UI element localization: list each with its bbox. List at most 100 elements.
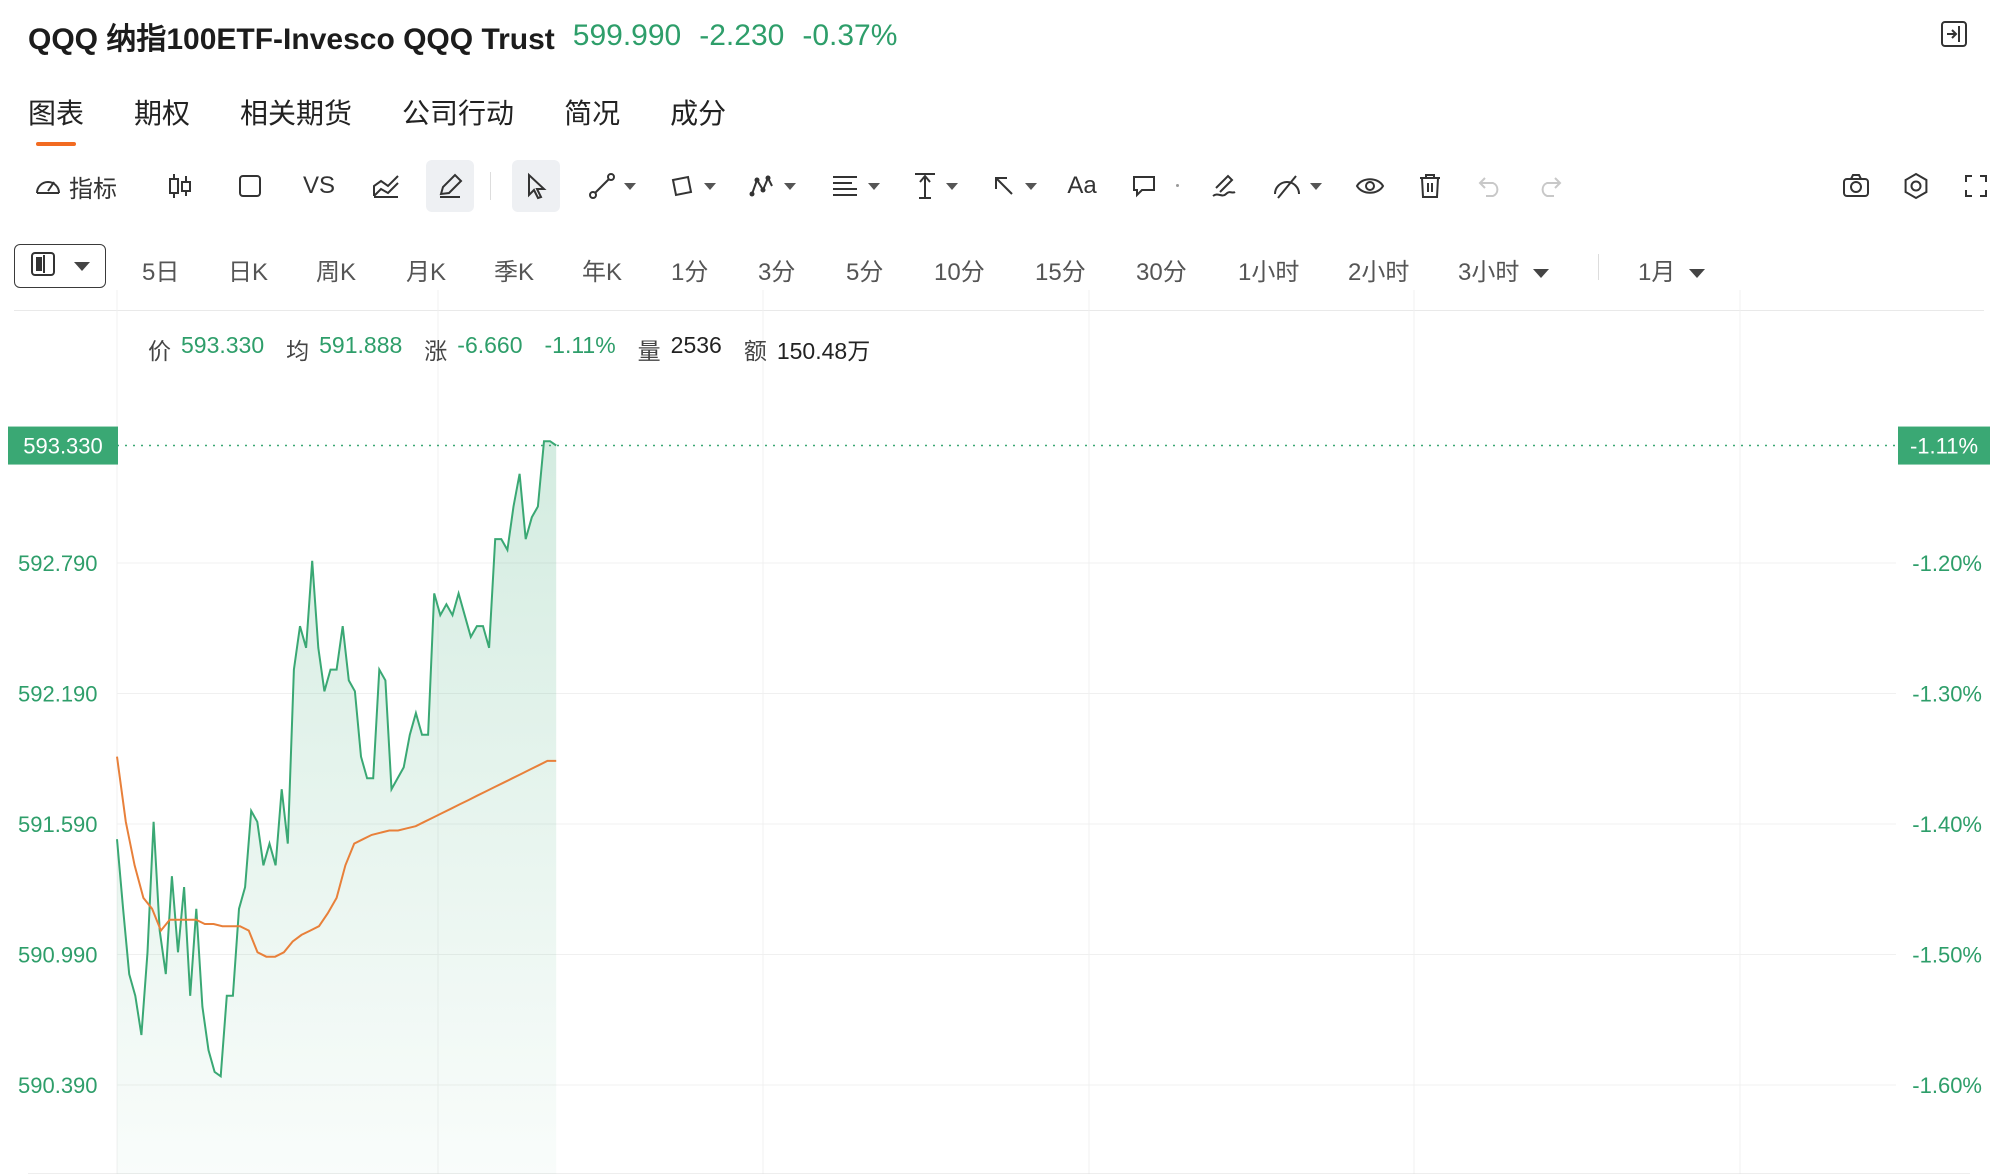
tab-constituents[interactable]: 成分 [670,98,727,129]
price-line [116,440,557,1079]
amount-value: 150.48万 [776,338,871,364]
period-monthly[interactable]: 月K [406,259,447,286]
shape-tool[interactable] [664,160,720,212]
y-tick-label-left: 590.390 [18,1073,98,1098]
period-1min[interactable]: 1分 [671,259,709,286]
chevron-down-icon[interactable] [784,182,796,190]
tab-profile[interactable]: 简况 [564,98,621,129]
fibonacci-icon [830,173,860,199]
period-quarterly[interactable]: 季K [494,259,535,286]
y-tick-label-left: 591.590 [18,812,98,837]
price-area [117,441,557,1174]
magnet-icon[interactable] [1202,160,1246,212]
chevron-down-icon [74,261,90,271]
split-panel-icon [30,251,56,282]
arrow-tool[interactable] [986,160,1042,212]
chart-top-divider [14,310,1984,311]
period-selector: 5日 日K 周K 月K 季K 年K 1分 3分 5分 10分 15分 30分 1… [14,242,1984,290]
y-tick-label-left: 590.990 [18,943,98,968]
cursor-icon[interactable] [512,160,560,212]
period-5min[interactable]: 5分 [846,259,884,286]
chevron-down-icon[interactable] [946,182,958,190]
y-tick-label-right: -1.20% [1912,551,1982,576]
y-tick-label-right: -1.40% [1912,812,1982,837]
period-3min[interactable]: 3分 [758,259,796,286]
avg-line [116,756,557,958]
pencil-draw-icon[interactable] [426,160,474,212]
chevron-down-icon [1533,269,1550,279]
shape-icon [668,172,696,200]
camera-icon[interactable] [1834,160,1878,212]
eye-icon[interactable] [1348,160,1392,212]
settings-gear-icon[interactable] [1894,160,1938,212]
period-30min[interactable]: 30分 [1136,259,1187,286]
fullscreen-icon[interactable] [1954,160,1996,212]
measure-tool[interactable] [906,160,964,212]
compare-button[interactable]: VS [302,172,335,199]
trash-icon[interactable] [1408,160,1452,212]
main-tabs: 图表 期权 相关期货 公司行动 简况 成分 [28,92,726,146]
indicator-button[interactable]: 指标 [28,160,122,212]
period-5d[interactable]: 5日 [142,259,180,286]
period-3h-label: 3小时 [1458,259,1520,286]
fibonacci-tool[interactable] [826,160,884,212]
header: QQQ 纳指100ETF-Invesco QQQ Trust 599.990 -… [28,16,897,56]
period-10min[interactable]: 10分 [934,259,985,286]
tab-options[interactable]: 期权 [134,98,191,129]
redo-icon[interactable] [1528,160,1572,212]
chevron-down-icon[interactable] [1025,182,1037,190]
current-price-badge [8,426,118,465]
rectangle-icon[interactable] [228,160,272,212]
range-dropdown[interactable]: 1月 [1638,252,1706,287]
avg-label: 均 [286,338,310,364]
trendline-tool[interactable] [584,160,640,212]
y-tick-label-right: -1.30% [1912,682,1982,707]
change-value: -6.660 [457,332,523,358]
chevron-down-icon[interactable] [1310,182,1322,190]
intraday-chart[interactable]: 592.790 592.190 591.590 590.990 590.390 -1.20… [0,290,1996,1174]
drawing-toolbar: 指标 VS Aa [28,160,1987,212]
chevron-down-icon[interactable] [624,182,636,190]
gauge-icon [33,171,63,201]
range-label: 1月 [1638,259,1676,286]
chevron-down-icon[interactable] [704,182,716,190]
layout-toggle-button[interactable] [14,244,106,288]
comment-icon[interactable] [1122,160,1166,212]
avg-value: 591.888 [319,332,403,358]
line-icon [588,172,616,200]
hide-drawings-tool[interactable] [1268,160,1326,212]
hide-drawings-icon [1272,172,1302,200]
change-label: 涨 [424,338,448,364]
trend-chart-icon[interactable] [364,160,408,212]
period-yearly[interactable]: 年K [582,259,623,286]
chevron-down-icon[interactable] [868,182,880,190]
chevron-down-icon [1689,269,1706,279]
period-2h[interactable]: 2小时 [1348,259,1410,286]
undo-icon[interactable] [1468,160,1512,212]
candlestick-icon[interactable] [158,160,202,212]
current-pct-badge [1898,426,1990,465]
pattern-icon [748,172,776,200]
period-15min[interactable]: 15分 [1035,259,1086,286]
tab-related-futures[interactable]: 相关期货 [240,98,353,129]
change-pct-value: -1.11% [544,332,616,358]
price-label: 价 [148,338,171,364]
y-tick-label-right: -1.60% [1912,1073,1982,1098]
period-weekly[interactable]: 周K [316,259,357,286]
y-tick-label-left: 592.790 [18,551,98,576]
tab-chart[interactable]: 图表 [28,92,84,146]
period-daily[interactable]: 日K [228,259,269,286]
pattern-tool[interactable] [744,160,800,212]
amount-label: 额 [743,338,767,364]
period-1h[interactable]: 1小时 [1238,259,1300,286]
collapse-panel-icon[interactable] [1940,20,1968,48]
volume-label: 量 [637,338,661,364]
current-pct-label: -1.11% [1910,434,1978,459]
period-3h-dropdown[interactable]: 3小时 [1458,252,1550,287]
price-change: -2.230 [699,19,785,52]
security-title: QQQ 纳指100ETF-Invesco QQQ Trust [28,23,555,56]
indicator-label: 指标 [69,175,117,203]
tab-corporate-actions[interactable]: 公司行动 [402,98,515,129]
y-tick-label-right: -1.50% [1912,943,1982,968]
text-tool[interactable]: Aa [1067,172,1097,199]
